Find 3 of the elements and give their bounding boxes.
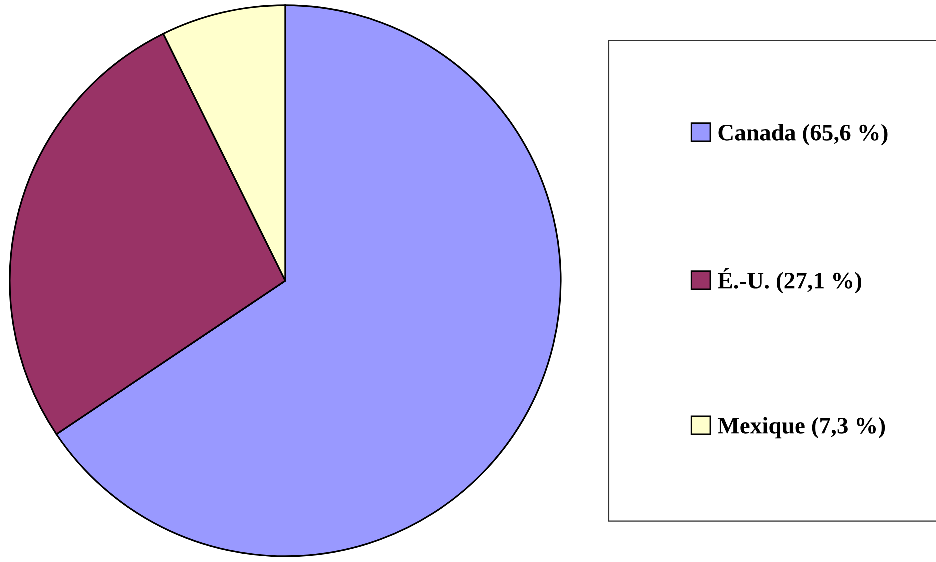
legend-label: Canada (65,6 %) — [718, 124, 888, 146]
legend-label: É.-U. (27,1 %) — [718, 268, 862, 294]
legend-label: Mexique (7,3 %) — [718, 417, 886, 439]
